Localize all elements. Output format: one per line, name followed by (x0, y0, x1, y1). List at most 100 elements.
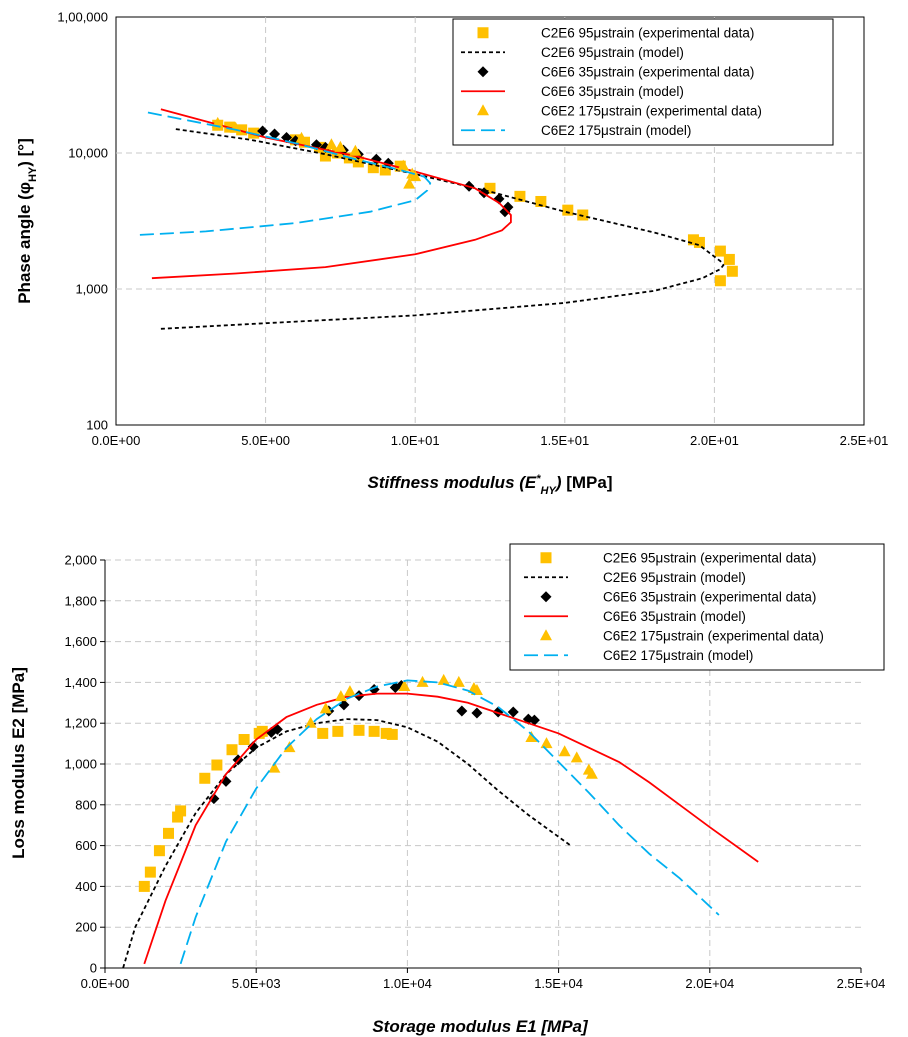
y-tick-label: 1,600 (64, 634, 97, 649)
y-tick-label: 200 (75, 920, 97, 935)
data-point (409, 170, 422, 182)
data-point (398, 679, 411, 691)
data-point (535, 195, 547, 207)
legend-entry: C2E6 95μstrain (model) (524, 570, 746, 585)
data-point (471, 707, 483, 719)
legend-entry: C2E6 95μstrain (experimental data) (540, 550, 816, 565)
series-c6e2-175ustrain-model (139, 111, 432, 236)
x-tick-label: 2.0E+04 (685, 976, 734, 991)
data-point (452, 675, 465, 687)
data-point (334, 140, 347, 152)
x-axis-label: Storage modulus E1 [MPa] (372, 1017, 589, 1036)
data-point (585, 767, 598, 779)
data-point (334, 690, 347, 702)
data-point (268, 761, 281, 773)
data-point (257, 125, 269, 137)
legend-entry: C6E2 175μstrain (experimental data) (477, 103, 762, 118)
data-point (163, 827, 175, 839)
gridlines (116, 17, 864, 425)
data-point (138, 880, 150, 892)
chart-loss-vs-storage-modulus: 0.0E+00 5.0E+03 1.0E+04 1.5E+04 2.0E+04 2.5E+… (9, 543, 885, 1036)
legend-label: C6E6 35μstrain (model) (603, 609, 746, 624)
data-point (236, 124, 248, 136)
legend-entry: C2E6 95μstrain (experimental data) (477, 25, 754, 40)
x-tick-label: 0.0E+00 (81, 976, 130, 991)
data-point (507, 706, 519, 718)
data-point (525, 730, 538, 742)
data-point (317, 727, 329, 739)
data-point (304, 716, 317, 728)
x-tick-label: 5.0E+03 (232, 976, 281, 991)
tick-labels: 0.0E+00 5.0E+00 1.0E+01 1.5E+01 2.0E+01 2.5E+… (57, 10, 888, 449)
data-point (416, 675, 429, 687)
x-tick-label: 1.5E+01 (540, 433, 589, 448)
x-tick-label: 5.0E+00 (241, 433, 290, 448)
data-point (397, 159, 410, 171)
data-point (379, 164, 391, 176)
axis-lines (100, 559, 862, 973)
legend-label: C6E2 175μstrain (model) (603, 648, 753, 663)
data-point (558, 745, 571, 757)
data-point (332, 725, 344, 737)
series-line (179, 679, 720, 965)
legend-swatch (477, 27, 489, 39)
x-tick-label: 1.0E+04 (383, 976, 432, 991)
series-c6e2-175ustrain-model (179, 679, 720, 965)
data-point (144, 866, 156, 878)
legend-label: C6E2 175μstrain (experimental data) (541, 103, 762, 118)
data-point (353, 724, 365, 736)
tick-labels: 0.0E+00 5.0E+03 1.0E+04 1.5E+04 2.0E+04 2.5E+… (64, 553, 885, 992)
data-point (386, 728, 398, 740)
data-point (211, 759, 223, 771)
x-tick-label: 0.0E+00 (92, 433, 141, 448)
legend-box (509, 543, 885, 671)
data-point (570, 751, 583, 763)
data-series (139, 108, 738, 330)
chart-phase-angle-vs-stiffness: 0.0E+00 5.0E+00 1.0E+01 1.5E+01 2.0E+01 2.5E+… (15, 10, 888, 498)
data-point (484, 182, 496, 194)
data-point (247, 741, 259, 753)
y-tick-label: 1,200 (64, 716, 97, 731)
y-tick-label: 0 (90, 961, 97, 976)
series-c6e6-35ustrain-model (151, 108, 512, 280)
legend-label: C2E6 95μstrain (model) (541, 45, 684, 60)
series-c2e6-95ustrain-model (160, 128, 725, 330)
y-tick-label: 10,000 (68, 146, 108, 161)
legend-label: C6E2 175μstrain (model) (541, 123, 691, 138)
y-tick-label: 2,000 (64, 553, 97, 568)
y-tick-label: 1,400 (64, 675, 97, 690)
y-tick-label: 1,000 (75, 282, 108, 297)
y-axis-label: Phase angle (φHY) [°] (15, 138, 39, 304)
y-tick-label: 1,000 (64, 757, 97, 772)
legend-label: C2E6 95μstrain (experimental data) (541, 25, 754, 40)
data-point (456, 705, 468, 717)
series-line (122, 718, 572, 969)
data-point (562, 204, 574, 216)
data-point (437, 673, 450, 685)
series-line (143, 692, 759, 965)
data-point (238, 734, 250, 746)
legend-label: C6E2 175μstrain (experimental data) (603, 628, 824, 643)
x-tick-label: 2.0E+01 (690, 433, 739, 448)
data-point (175, 805, 187, 817)
legend-entry: C6E2 175μstrain (model) (524, 648, 753, 663)
legend-entry: C6E6 35μstrain (experimental data) (477, 64, 754, 79)
series-c6e2-175ustrain-experimental-data (268, 673, 598, 779)
series-c6e6-35ustrain-model (143, 692, 759, 965)
data-point (367, 162, 379, 174)
data-point (380, 727, 392, 739)
data-point (514, 190, 526, 202)
x-tick-label: 1.5E+04 (534, 976, 583, 991)
y-tick-label: 1,00,000 (57, 10, 108, 25)
data-point (723, 253, 735, 265)
data-point (726, 265, 738, 277)
data-point (470, 684, 483, 696)
y-tick-label: 800 (75, 797, 97, 812)
legend-swatch (540, 591, 552, 603)
legend-entry: C6E6 35μstrain (experimental data) (540, 589, 816, 604)
data-point (368, 725, 380, 737)
data-point (153, 845, 165, 857)
x-tick-label: 1.0E+01 (391, 433, 440, 448)
